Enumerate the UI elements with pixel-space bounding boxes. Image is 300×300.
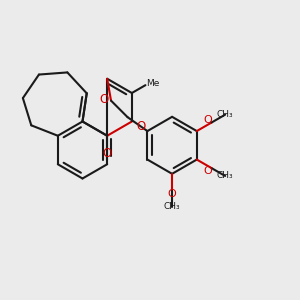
Text: O: O (204, 166, 212, 176)
Text: Me: Me (146, 80, 160, 88)
Text: CH₃: CH₃ (217, 110, 233, 119)
Text: O: O (136, 120, 146, 134)
Text: O: O (103, 147, 112, 160)
Text: CH₃: CH₃ (217, 171, 233, 180)
Text: CH₃: CH₃ (164, 202, 180, 211)
Text: O: O (204, 115, 212, 125)
Text: O: O (100, 93, 109, 106)
Text: O: O (168, 189, 176, 199)
